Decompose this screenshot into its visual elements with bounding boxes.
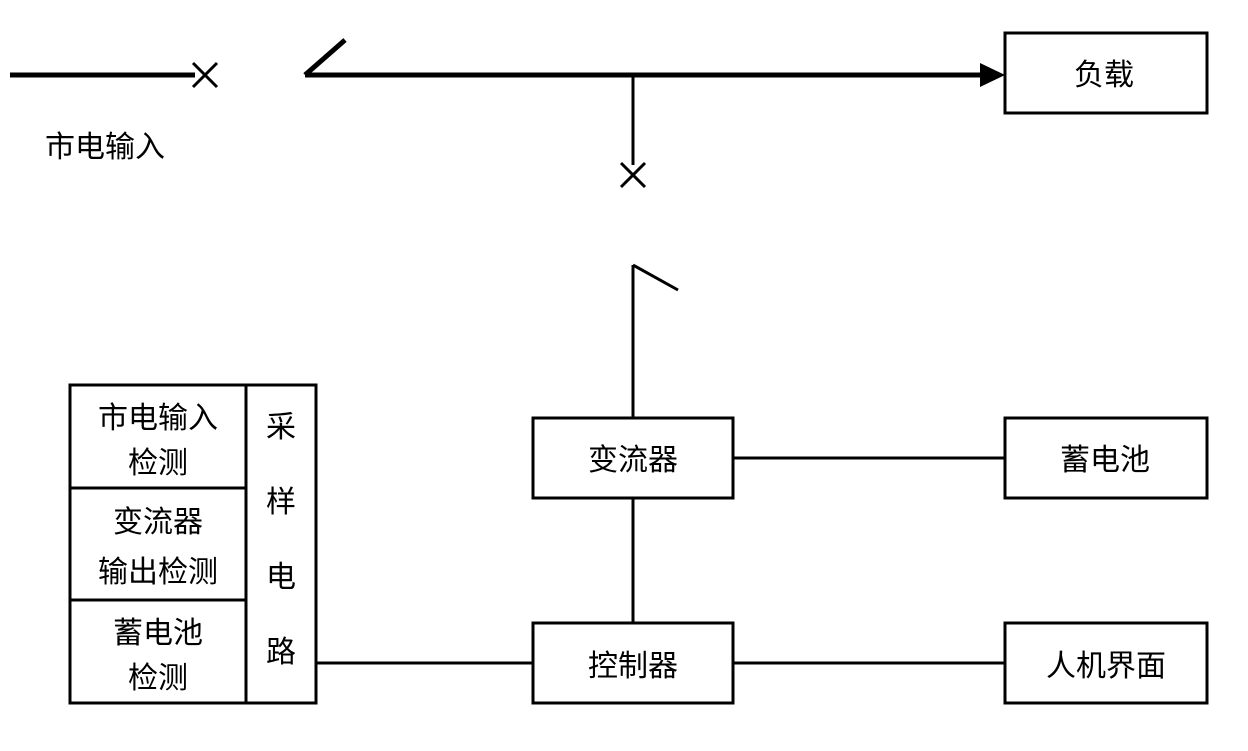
label-det_mains-2: 检测 — [128, 447, 188, 480]
label-sampler: 采 — [266, 411, 296, 444]
arrow-to-load — [980, 63, 1005, 87]
box-converter: 变流器 — [533, 418, 733, 498]
box-hmi: 人机界面 — [1005, 623, 1207, 703]
label-converter: 变流器 — [588, 444, 678, 477]
label-sampler: 样 — [266, 486, 296, 519]
label-mains-input: 市电输入 — [45, 131, 165, 164]
label-sampler: 电 — [266, 561, 296, 594]
box-det_mains: 市电输入检测 — [70, 385, 246, 488]
box-det_batt: 蓄电池检测 — [70, 600, 246, 703]
box-battery: 蓄电池 — [1005, 418, 1207, 498]
label-det_mains-1: 市电输入 — [98, 402, 218, 435]
label-load: 负载 — [1074, 59, 1134, 92]
label-det_conv-1: 变流器 — [113, 506, 203, 539]
box-det_conv: 变流器输出检测 — [70, 488, 246, 600]
label-det_batt-1: 蓄电池 — [113, 617, 203, 650]
box-load: 负载 — [1005, 33, 1207, 113]
switch-blade-1 — [305, 40, 345, 75]
box-controller: 控制器 — [533, 623, 733, 703]
box-sampler: 采样电路 — [246, 385, 316, 703]
switch-blade-2 — [633, 265, 678, 290]
label-sampler: 路 — [266, 636, 296, 669]
label-battery: 蓄电池 — [1060, 444, 1150, 477]
label-det_batt-2: 检测 — [128, 662, 188, 695]
label-controller: 控制器 — [588, 650, 678, 683]
label-hmi: 人机界面 — [1046, 650, 1166, 683]
label-det_conv-2: 输出检测 — [98, 556, 218, 589]
